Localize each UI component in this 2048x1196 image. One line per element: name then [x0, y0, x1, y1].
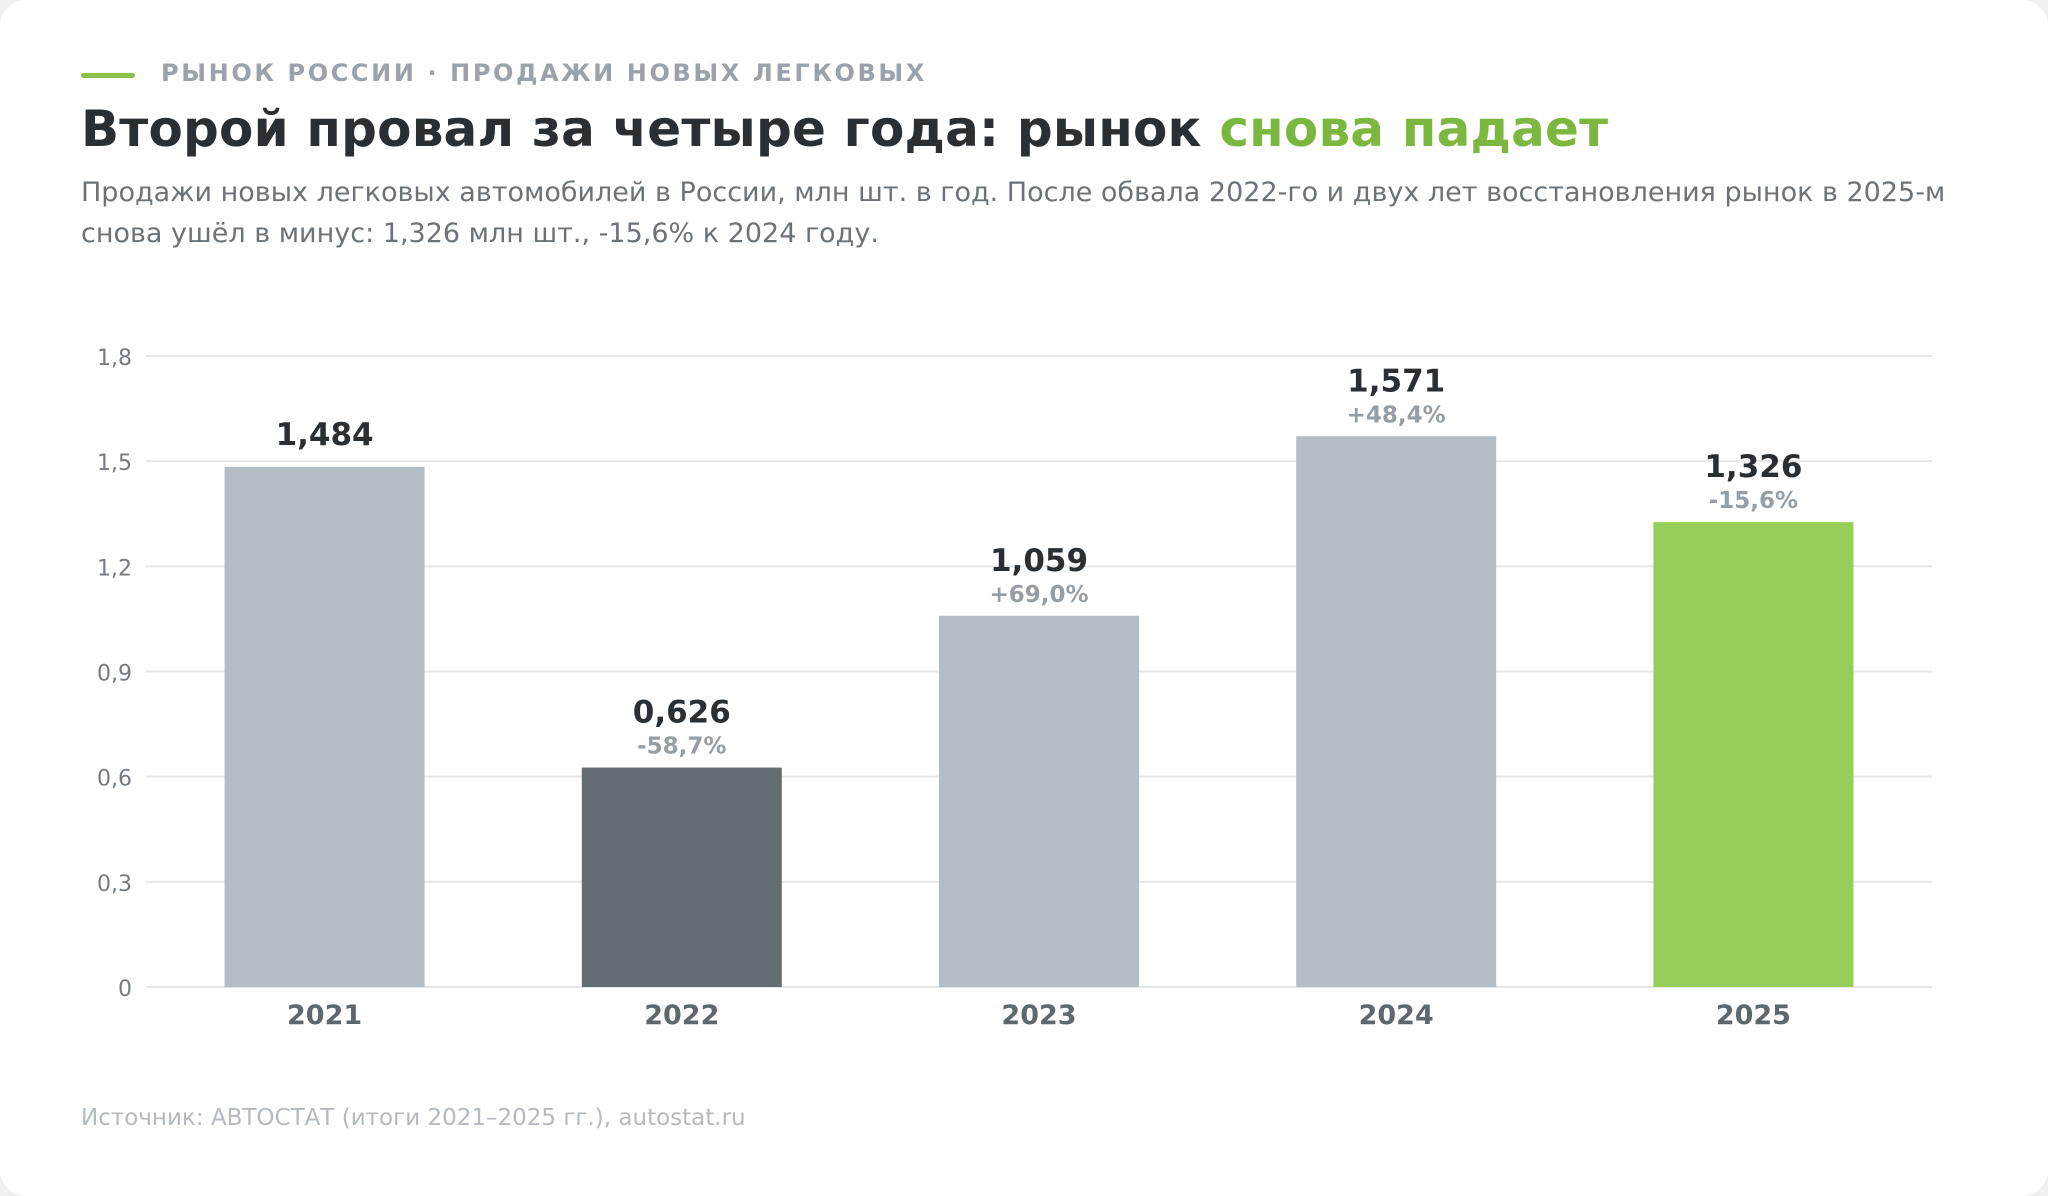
bar: [581, 767, 782, 987]
y-tick-label: 1,8: [97, 346, 132, 371]
y-tick-label: 0: [118, 977, 132, 1002]
x-tick-label: 2022: [644, 1000, 719, 1031]
x-tick-label: 2024: [1359, 1000, 1434, 1031]
value-label: 1,059: [990, 543, 1088, 579]
source-note: Источник: АВТОСТАТ (итоги 2021–2025 гг.)…: [81, 1105, 746, 1131]
value-label: 1,571: [1347, 363, 1445, 399]
y-tick-label: 1,5: [97, 451, 132, 476]
change-label: -15,6%: [1709, 488, 1798, 514]
kicker: РЫНОК РОССИИ · ПРОДАЖИ НОВЫХ ЛЕГКОВЫХ: [161, 59, 927, 87]
value-label: 1,484: [276, 417, 374, 453]
title-main: Второй провал за четыре года: рынок: [81, 100, 1220, 158]
y-tick-label: 1,2: [97, 556, 132, 581]
bar-chart: 0 0,3 0,6 0,9 1,2 1,5 1,8 2021 1,484 2022 0,626 -58…: [97, 346, 1932, 1031]
y-tick-label: 0,3: [97, 872, 132, 897]
x-tick-label: 2021: [287, 1000, 362, 1031]
change-label: -58,7%: [637, 734, 726, 760]
y-tick-label: 0,9: [97, 662, 132, 687]
bar: [939, 615, 1139, 987]
page-title: Второй провал за четыре года: рынок снов…: [81, 100, 1608, 158]
change-label: +69,0%: [989, 582, 1088, 608]
bar: [1296, 436, 1497, 987]
bar: [224, 466, 425, 988]
subtitle: Продажи новых легковых автомобилей в Рос…: [81, 177, 1946, 249]
value-label: 1,326: [1704, 449, 1802, 485]
change-label: +48,4%: [1347, 402, 1446, 428]
x-tick-label: 2025: [1716, 1000, 1791, 1031]
value-label: 0,626: [633, 695, 731, 731]
y-tick-label: 0,6: [97, 767, 132, 792]
bar: [1653, 522, 1854, 987]
kicker-accent-line: [81, 73, 135, 78]
title-accent: снова падает: [1219, 100, 1609, 158]
x-tick-label: 2023: [1001, 1000, 1076, 1031]
